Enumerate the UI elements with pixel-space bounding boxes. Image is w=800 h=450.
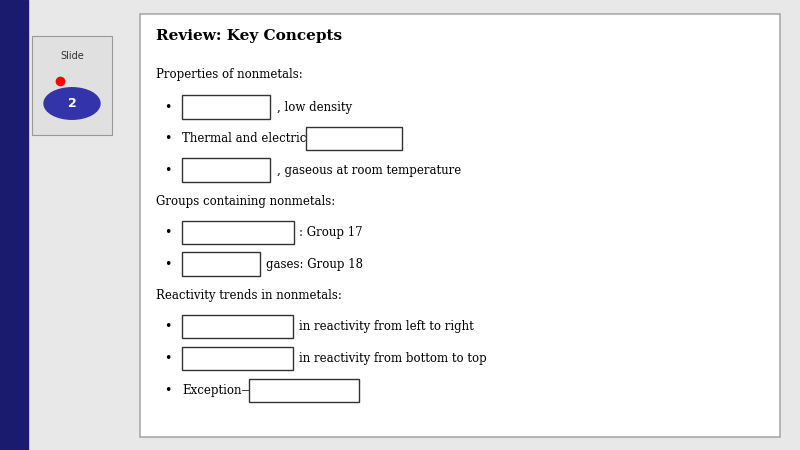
Text: •: • [164,164,171,176]
Text: •: • [164,384,171,397]
Text: Exception—: Exception— [182,384,254,397]
FancyBboxPatch shape [306,127,402,150]
Text: 2: 2 [68,97,76,110]
Text: •: • [164,226,171,239]
FancyBboxPatch shape [140,14,780,436]
FancyBboxPatch shape [0,0,28,450]
Text: •: • [164,132,171,145]
Text: Thermal and electrical: Thermal and electrical [182,132,322,145]
Text: , low density: , low density [277,101,352,113]
Text: Slide: Slide [60,51,84,61]
Circle shape [44,88,100,119]
FancyBboxPatch shape [182,252,260,276]
FancyBboxPatch shape [249,379,359,402]
Text: Properties of nonmetals:: Properties of nonmetals: [156,68,302,81]
Text: •: • [164,258,171,270]
Text: : Group 17: : Group 17 [299,226,363,239]
Text: •: • [164,101,171,113]
FancyBboxPatch shape [182,346,293,370]
Text: •: • [164,320,171,333]
Text: •: • [164,352,171,365]
Text: Groups containing nonmetals:: Groups containing nonmetals: [156,195,335,207]
FancyBboxPatch shape [182,158,270,182]
FancyBboxPatch shape [32,36,112,135]
Text: Reactivity trends in nonmetals:: Reactivity trends in nonmetals: [156,289,342,302]
FancyBboxPatch shape [182,95,270,119]
FancyBboxPatch shape [182,221,294,244]
Text: Review: Key Concepts: Review: Key Concepts [156,29,342,43]
Text: in reactivity from left to right: in reactivity from left to right [299,320,474,333]
Text: in reactivity from bottom to top: in reactivity from bottom to top [299,352,487,365]
Text: , gaseous at room temperature: , gaseous at room temperature [277,164,461,176]
Text: gases: Group 18: gases: Group 18 [266,258,363,270]
FancyBboxPatch shape [182,315,293,338]
